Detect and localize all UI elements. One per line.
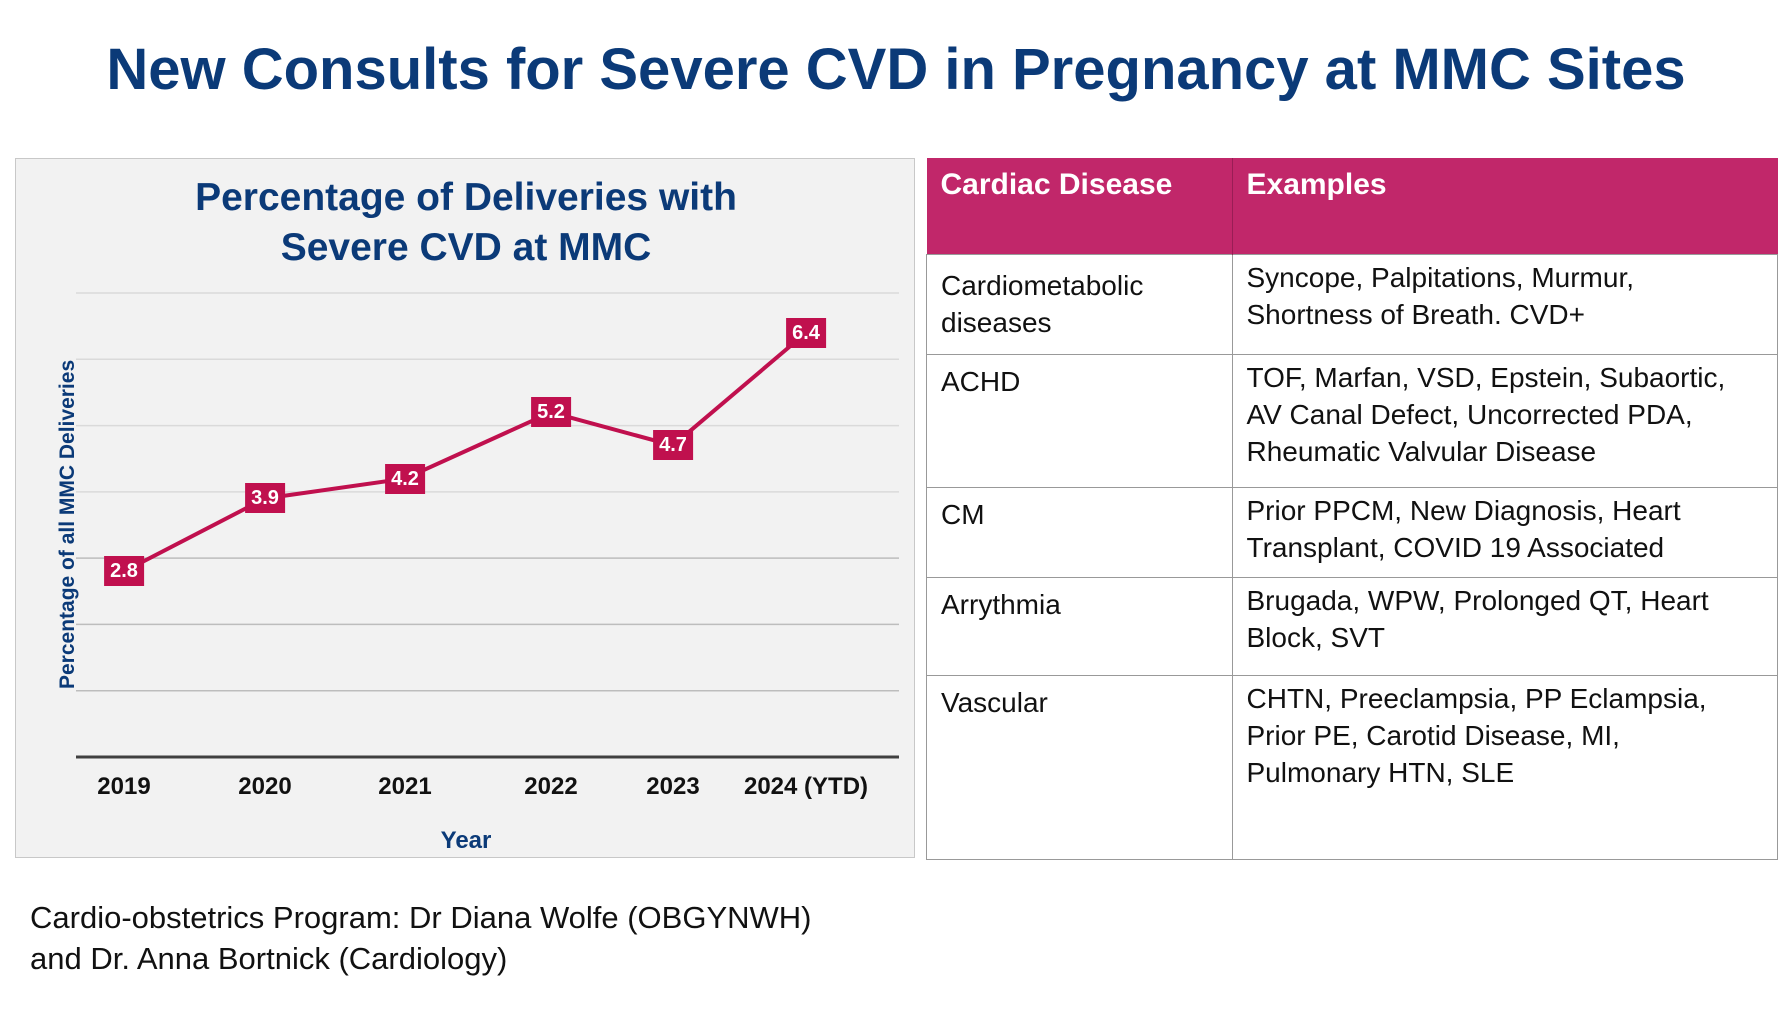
cell-examples: Brugada, WPW, Prolonged QT, Heart Block, … xyxy=(1231,577,1778,676)
example-line: Prior PE, Carotid Disease, MI, xyxy=(1246,720,1620,751)
disease-name: Vascular xyxy=(941,687,1048,718)
program-credit: Cardio-obstetrics Program: Dr Diana Wolf… xyxy=(30,897,812,979)
data-label: 4.7 xyxy=(653,430,693,461)
cardiac-disease-table: Cardiac Disease Examples Cardiometabolic… xyxy=(926,158,1778,860)
cell-examples: CHTN, Preeclampsia, PP Eclampsia, Prior P… xyxy=(1231,675,1778,860)
example-line: AV Canal Defect, Uncorrected PDA, xyxy=(1246,399,1693,430)
disease-name: ACHD xyxy=(941,366,1021,397)
data-label: 6.4 xyxy=(786,317,826,348)
cell-examples: Prior PPCM, New Diagnosis, Heart Transpla… xyxy=(1231,487,1778,578)
y-axis-label: Percentage of all MMC Deliveries xyxy=(56,359,79,689)
table-row: Vascular CHTN, Preeclampsia, PP Eclampsia… xyxy=(926,675,1778,860)
example-line: Prior PPCM, New Diagnosis, Heart xyxy=(1246,495,1681,526)
data-label: 4.2 xyxy=(385,463,425,494)
program-credit-line1: Cardio-obstetrics Program: Dr Diana Wolf… xyxy=(30,900,812,935)
x-tick-label: 2020 xyxy=(238,773,292,800)
chart-title-line1: Percentage of Deliveries with xyxy=(195,176,737,219)
data-label: 3.9 xyxy=(245,483,285,514)
program-credit-line2: and Dr. Anna Bortnick (Cardiology) xyxy=(30,941,508,976)
example-line: Transplant, COVID 19 Associated xyxy=(1246,532,1665,563)
x-tick-label: 2024 (YTD) xyxy=(743,773,869,800)
slide-title: New Consults for Severe CVD in Pregnancy… xyxy=(106,37,1686,102)
cell-disease: Arrythmia xyxy=(926,577,1233,676)
data-label: 2.8 xyxy=(104,556,144,587)
table-row: Arrythmia Brugada, WPW, Prolonged QT, Hea… xyxy=(926,577,1778,676)
cell-disease: ACHD xyxy=(926,354,1233,488)
disease-name-cont: diseases xyxy=(941,307,1052,338)
example-line: Block, SVT xyxy=(1246,622,1385,653)
header-examples: Examples xyxy=(1232,158,1778,255)
header-cardiac-disease: Cardiac Disease xyxy=(926,158,1233,255)
x-tick-label: 2021 xyxy=(378,773,432,800)
chart-plot-area xyxy=(76,292,899,759)
disease-name: Arrythmia xyxy=(941,589,1061,620)
x-tick-label: 2019 xyxy=(97,773,151,800)
x-tick-label: 2022 xyxy=(524,773,578,800)
chart-title-line2: Severe CVD at MMC xyxy=(280,226,652,269)
table-row: CM Prior PPCM, New Diagnosis, Heart Transp… xyxy=(926,487,1778,578)
cell-examples: Syncope, Palpitations, Murmur, Shortness … xyxy=(1231,254,1778,355)
x-axis-label: Year xyxy=(440,827,492,854)
example-line: CHTN, Preeclampsia, PP Eclampsia, xyxy=(1246,683,1707,714)
table-row: Cardiometabolic diseases Syncope, Palpitat… xyxy=(926,254,1778,355)
cell-disease: CM xyxy=(926,487,1233,578)
cell-disease: Cardiometabolic diseases xyxy=(926,254,1233,355)
disease-name: CM xyxy=(941,499,985,530)
cell-disease: Vascular xyxy=(926,675,1233,860)
x-tick-label: 2023 xyxy=(646,773,700,800)
series-line xyxy=(123,331,808,574)
data-label: 5.2 xyxy=(531,397,571,428)
chart-title: Percentage of Deliveries with Severe CVD… xyxy=(16,173,916,273)
disease-name: Cardiometabolic xyxy=(941,270,1144,301)
example-line: Pulmonary HTN, SLE xyxy=(1246,757,1515,788)
example-line: TOF, Marfan, VSD, Epstein, Subaortic, xyxy=(1246,362,1726,393)
line-chart: Percentage of Deliveries with Severe CVD… xyxy=(15,158,915,858)
example-line: Rheumatic Valvular Disease xyxy=(1246,436,1597,467)
cell-examples: TOF, Marfan, VSD, Epstein, Subaortic, AV … xyxy=(1231,354,1778,488)
example-line: Shortness of Breath. CVD+ xyxy=(1246,299,1586,330)
table-row: ACHD TOF, Marfan, VSD, Epstein, Subaortic… xyxy=(926,354,1778,488)
table-header-row: Cardiac Disease Examples xyxy=(926,158,1778,255)
example-line: Brugada, WPW, Prolonged QT, Heart xyxy=(1246,585,1709,616)
example-line: Syncope, Palpitations, Murmur, xyxy=(1246,262,1635,293)
